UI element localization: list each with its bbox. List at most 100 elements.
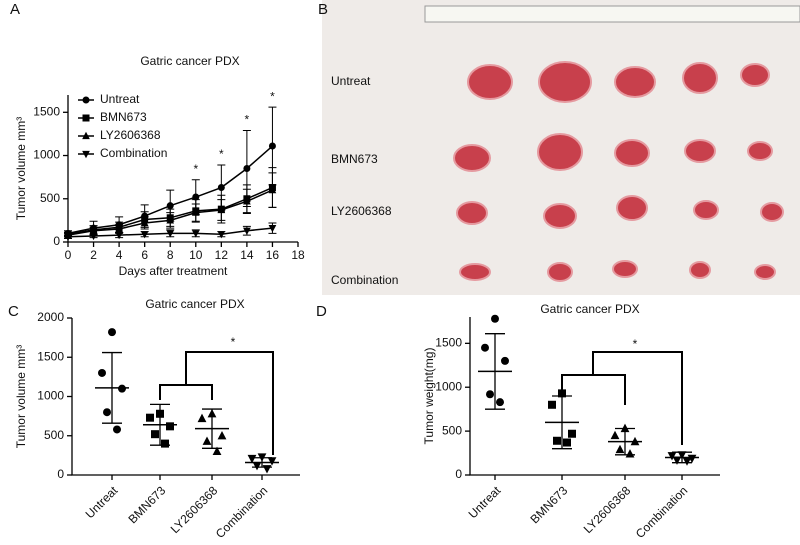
- sd-bar: [102, 351, 122, 424]
- bracket: [159, 384, 213, 400]
- marker: [268, 142, 276, 150]
- chart-title: Gatric cancer PDX: [140, 54, 239, 68]
- row-label: BMN673: [331, 152, 378, 166]
- legend-label: Combination: [100, 146, 167, 160]
- x-tick-label: Combination: [633, 483, 691, 541]
- marker: [191, 208, 200, 216]
- marker: [202, 436, 212, 445]
- x-tick-label: Combination: [213, 483, 271, 541]
- marker: [672, 456, 682, 465]
- legend-label: Untreat: [100, 92, 140, 106]
- tumor: [612, 260, 638, 278]
- panel-letter: B: [318, 1, 328, 18]
- annotation: *: [231, 335, 236, 349]
- marker: [217, 231, 226, 239]
- tumor: [456, 201, 488, 225]
- marker: [108, 328, 116, 337]
- chart-title: Gatric cancer PDX: [540, 302, 639, 316]
- marker: [140, 231, 149, 239]
- marker: [501, 356, 509, 365]
- marker: [267, 457, 277, 466]
- marker: [563, 438, 571, 447]
- tumor: [467, 64, 513, 100]
- panel-letter: A: [10, 1, 20, 18]
- annotation: *: [193, 162, 198, 176]
- tumor: [689, 261, 711, 279]
- marker: [118, 384, 126, 393]
- y-tick-label: 1000: [33, 148, 60, 162]
- annotation: *: [633, 337, 638, 351]
- marker: [217, 205, 226, 214]
- tumor: [538, 61, 592, 103]
- bracket: [561, 374, 626, 405]
- marker: [89, 226, 98, 234]
- marker: [243, 165, 251, 172]
- x-tick-label: 2: [90, 248, 97, 262]
- tumor: [740, 63, 770, 87]
- x-tick-label: 16: [266, 248, 280, 262]
- tumor: [614, 139, 650, 167]
- tumor: [754, 264, 776, 280]
- x-tick-label: BMN673: [125, 483, 168, 526]
- tumor: [459, 263, 491, 281]
- marker: [140, 218, 149, 227]
- chart-title: Gatric cancer PDX: [145, 297, 244, 311]
- sd-bar: [552, 395, 572, 450]
- row-label: Untreat: [331, 74, 371, 88]
- marker: [64, 233, 72, 242]
- tumor: [760, 202, 784, 222]
- tumor: [616, 195, 648, 221]
- y-tick-label: 0: [57, 467, 64, 481]
- x-tick-label: 8: [167, 248, 174, 262]
- marker: [682, 457, 692, 466]
- marker: [115, 224, 123, 233]
- sd-bar: [672, 451, 692, 464]
- marker: [197, 413, 207, 423]
- y-tick-label: 1500: [33, 104, 60, 118]
- sd-bar: [485, 333, 505, 410]
- marker: [103, 408, 111, 417]
- sd-bar: [150, 403, 170, 446]
- marker: [243, 197, 251, 205]
- marker: [166, 216, 175, 224]
- y-axis-label: Tumor weight(mg): [422, 348, 436, 445]
- y-tick-label: 2000: [37, 310, 64, 324]
- row-label: LY2606368: [331, 204, 392, 218]
- marker: [166, 202, 174, 210]
- tumor: [682, 62, 718, 94]
- marker: [151, 430, 159, 439]
- marker: [268, 225, 277, 233]
- tumor: [543, 203, 577, 229]
- tumor: [684, 139, 716, 163]
- y-tick-label: 500: [442, 423, 462, 437]
- sd-bar: [615, 427, 635, 456]
- marker: [667, 452, 677, 461]
- marker: [166, 422, 174, 431]
- y-tick-label: 1000: [37, 389, 64, 403]
- tumor: [614, 66, 656, 98]
- tumor: [693, 200, 719, 220]
- marker: [243, 227, 251, 235]
- x-tick-label: LY2606368: [168, 483, 221, 536]
- tumor: [537, 133, 583, 171]
- y-tick-label: 1000: [435, 379, 462, 393]
- x-tick-label: 12: [215, 248, 229, 262]
- legend-label: BMN673: [100, 110, 147, 124]
- marker: [262, 465, 272, 474]
- marker: [191, 230, 200, 238]
- ruler: [424, 5, 800, 23]
- x-axis-label: Days after treatment: [119, 264, 228, 278]
- legend-label: LY2606368: [100, 128, 161, 142]
- marker: [98, 368, 106, 377]
- tumor: [747, 141, 773, 161]
- marker: [268, 185, 277, 194]
- row-label: Combination: [331, 273, 398, 287]
- x-tick-label: 14: [240, 248, 254, 262]
- bracket: [592, 351, 683, 445]
- y-tick-label: 1500: [435, 336, 462, 350]
- axis-line: [71, 318, 300, 476]
- marker: [610, 430, 620, 440]
- marker: [491, 314, 499, 323]
- y-tick-label: 1500: [37, 349, 64, 363]
